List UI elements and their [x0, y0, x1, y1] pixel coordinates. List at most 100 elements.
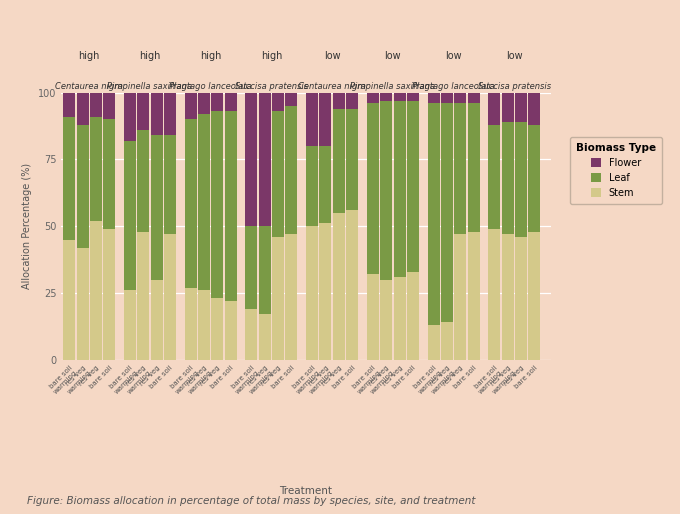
Text: high: high	[78, 51, 100, 61]
Bar	[428, 103, 440, 325]
Bar	[185, 288, 197, 360]
Text: low: low	[445, 51, 462, 61]
Bar	[333, 213, 345, 360]
Bar	[224, 111, 237, 301]
Bar	[380, 280, 392, 360]
Bar	[103, 229, 115, 360]
Bar	[124, 141, 136, 290]
Bar	[441, 93, 453, 103]
Bar	[528, 124, 541, 231]
Bar	[137, 130, 150, 231]
Bar	[380, 101, 392, 280]
Bar	[367, 274, 379, 360]
Bar	[528, 93, 541, 124]
Bar	[245, 309, 258, 360]
Bar	[333, 108, 345, 213]
Bar	[258, 93, 271, 226]
Bar	[394, 93, 405, 101]
Bar	[124, 93, 136, 141]
Bar	[346, 210, 358, 360]
Bar	[441, 322, 453, 360]
Bar	[245, 93, 258, 226]
Bar	[306, 226, 318, 360]
Bar	[150, 135, 163, 280]
Bar	[320, 224, 331, 360]
Bar	[63, 117, 75, 240]
Text: high: high	[260, 51, 282, 61]
Bar	[488, 229, 500, 360]
Text: low: low	[506, 51, 523, 61]
Bar	[428, 93, 440, 103]
Bar	[198, 114, 210, 290]
Bar	[272, 111, 284, 237]
Bar	[454, 93, 466, 103]
Bar	[211, 298, 223, 360]
Bar	[306, 93, 318, 146]
X-axis label: Treatment: Treatment	[279, 486, 333, 495]
Bar	[488, 124, 500, 229]
Bar	[407, 93, 419, 101]
Bar	[164, 93, 176, 135]
Bar	[198, 290, 210, 360]
Bar	[502, 93, 513, 122]
Bar	[90, 93, 102, 117]
Bar	[272, 237, 284, 360]
Bar	[90, 117, 102, 221]
Bar	[502, 234, 513, 360]
Bar	[468, 93, 479, 103]
Bar	[320, 146, 331, 224]
Bar	[211, 93, 223, 111]
Bar	[441, 103, 453, 322]
Bar	[103, 93, 115, 119]
Bar	[124, 290, 136, 360]
Bar	[272, 93, 284, 111]
Bar	[320, 93, 331, 146]
Bar	[77, 93, 88, 124]
Bar	[502, 122, 513, 234]
Bar	[407, 101, 419, 271]
Bar	[286, 234, 297, 360]
Bar	[103, 119, 115, 229]
Bar	[346, 108, 358, 210]
Bar	[164, 234, 176, 360]
Bar	[90, 221, 102, 360]
Bar	[515, 93, 527, 122]
Text: high: high	[200, 51, 221, 61]
Bar	[454, 234, 466, 360]
Bar	[137, 93, 150, 130]
Bar	[468, 231, 479, 360]
Bar	[63, 240, 75, 360]
Bar	[286, 106, 297, 234]
Bar	[164, 135, 176, 234]
Bar	[380, 93, 392, 101]
Bar	[346, 93, 358, 108]
Bar	[286, 93, 297, 106]
Text: Figure: Biomass allocation in percentage of total mass by species, site, and tre: Figure: Biomass allocation in percentage…	[27, 495, 476, 506]
Bar	[333, 93, 345, 108]
Bar	[367, 93, 379, 103]
Bar	[258, 315, 271, 360]
Bar	[394, 277, 405, 360]
Bar	[224, 301, 237, 360]
Bar	[211, 111, 223, 298]
Bar	[63, 93, 75, 117]
Bar	[150, 280, 163, 360]
Bar	[150, 93, 163, 135]
Bar	[528, 231, 541, 360]
Bar	[185, 93, 197, 119]
Bar	[185, 119, 197, 288]
Bar	[306, 146, 318, 226]
Bar	[367, 103, 379, 274]
Bar	[258, 226, 271, 315]
Bar	[77, 248, 88, 360]
Legend: Flower, Leaf, Stem: Flower, Leaf, Stem	[571, 137, 662, 204]
Bar	[77, 124, 88, 248]
Bar	[245, 226, 258, 309]
Bar	[515, 122, 527, 237]
Bar	[488, 93, 500, 124]
Bar	[428, 325, 440, 360]
Text: low: low	[324, 51, 341, 61]
Bar	[454, 103, 466, 234]
Bar	[198, 93, 210, 114]
Bar	[515, 237, 527, 360]
